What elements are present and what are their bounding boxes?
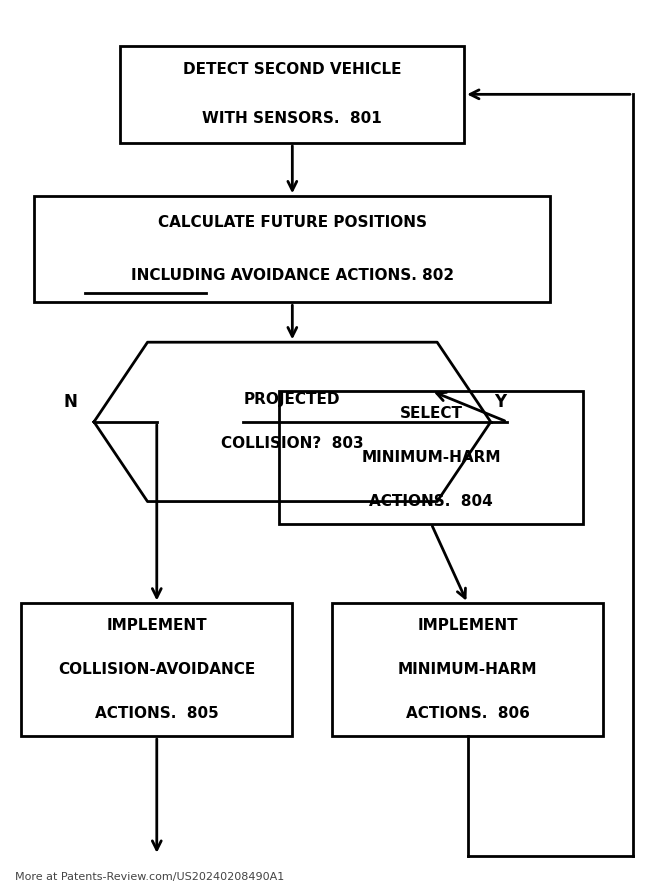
Text: COLLISION?  803: COLLISION? 803 — [221, 436, 364, 451]
Text: MINIMUM-HARM: MINIMUM-HARM — [398, 662, 537, 678]
Text: WITH SENSORS.  801: WITH SENSORS. 801 — [203, 111, 382, 126]
Text: IMPLEMENT: IMPLEMENT — [417, 618, 518, 633]
Bar — [21, 603, 292, 736]
Text: Y: Y — [495, 392, 507, 410]
Text: DETECT SECOND VEHICLE: DETECT SECOND VEHICLE — [183, 62, 402, 77]
Text: MINIMUM-HARM: MINIMUM-HARM — [361, 450, 501, 464]
Bar — [120, 45, 464, 143]
Text: SELECT: SELECT — [400, 406, 463, 421]
Bar — [35, 196, 550, 303]
Text: ACTIONS.  806: ACTIONS. 806 — [406, 707, 529, 721]
Bar — [279, 391, 583, 524]
Bar — [332, 603, 603, 736]
Text: CALCULATE FUTURE POSITIONS: CALCULATE FUTURE POSITIONS — [158, 215, 427, 230]
Text: PROJECTED: PROJECTED — [244, 392, 341, 408]
Text: More at Patents-Review.com/US20240208490A1: More at Patents-Review.com/US20240208490… — [15, 872, 284, 882]
Text: COLLISION-AVOIDANCE: COLLISION-AVOIDANCE — [58, 662, 256, 678]
Text: INCLUDING AVOIDANCE ACTIONS. 802: INCLUDING AVOIDANCE ACTIONS. 802 — [131, 268, 454, 283]
Text: IMPLEMENT: IMPLEMENT — [106, 618, 207, 633]
Text: ACTIONS.  804: ACTIONS. 804 — [369, 494, 493, 509]
Text: N: N — [64, 392, 78, 410]
Text: ACTIONS.  805: ACTIONS. 805 — [95, 707, 218, 721]
